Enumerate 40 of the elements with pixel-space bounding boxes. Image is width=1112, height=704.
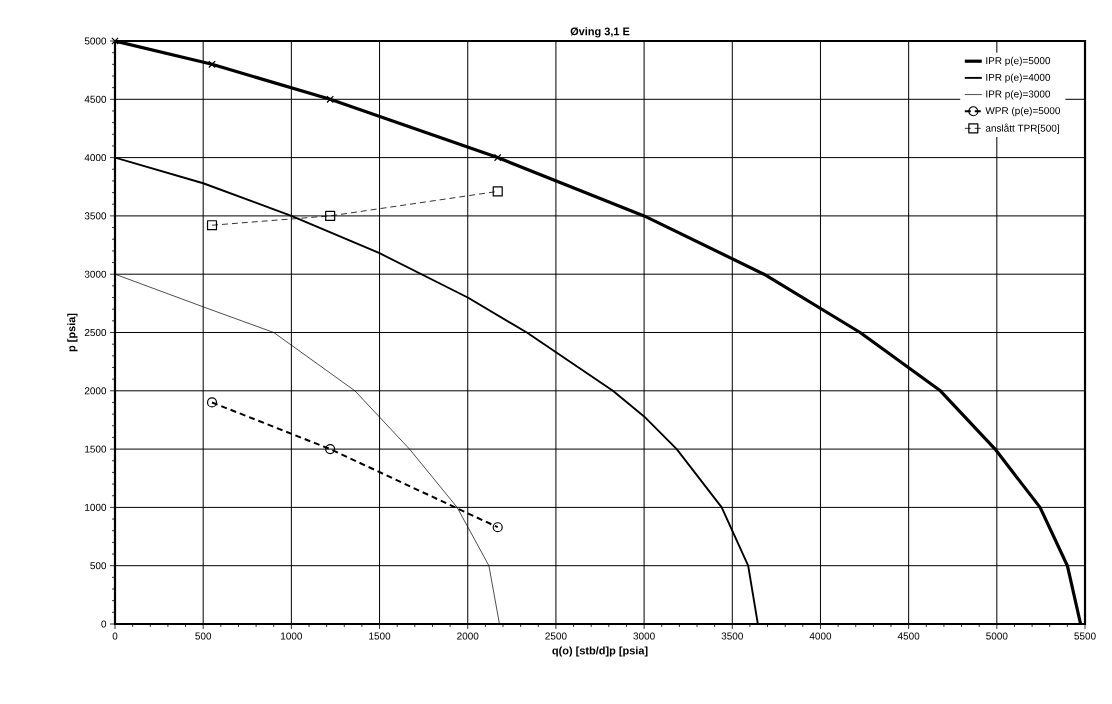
y-tick-label: 2000 (84, 387, 107, 395)
legend-label: IPR p(e)=4000 (986, 73, 1051, 83)
point (325, 444, 336, 455)
x-tick-label: 4000 (809, 632, 832, 640)
point (326, 95, 334, 104)
point (206, 397, 218, 408)
x-axis-title: q(o) [stb/d]p [psia] (552, 646, 648, 657)
y-tick-label: 500 (90, 562, 107, 570)
y-tick-label: 3500 (84, 212, 107, 220)
y-tick-label: 4000 (84, 154, 107, 162)
chart-title: Øving 3,1 E (570, 27, 630, 38)
x-tick-label: 2500 (545, 632, 567, 640)
y-tick-label: 0 (101, 620, 107, 628)
x-tick-label: 3500 (721, 632, 743, 640)
legend-label: IPR p(e)=5000 (986, 56, 1051, 67)
y-tick-label: 5000 (84, 37, 107, 45)
point (493, 153, 502, 162)
x-tick-label: 5000 (986, 632, 1008, 640)
y-tick-label: 3000 (84, 270, 107, 278)
x-tick-label: 1000 (281, 632, 303, 640)
legend-label: IPR p(e)=3000 (986, 90, 1051, 100)
point (492, 522, 503, 533)
point (208, 60, 216, 69)
legend-label: WPR (p(e)=5000 (985, 106, 1061, 117)
y-tick-label: 1000 (85, 503, 107, 511)
x-tick-label: 3000 (633, 632, 655, 640)
point (325, 210, 336, 221)
x-tick-label: 4500 (897, 632, 920, 640)
y-tick-label: 2500 (84, 328, 107, 337)
x-tick-label: 1500 (369, 632, 391, 640)
legend-label: anslått TPR[500] (985, 123, 1059, 134)
point (492, 186, 503, 197)
x-tick-label: 5500 (1074, 632, 1096, 640)
y-axis-title: p [psia] (67, 313, 78, 352)
x-tick-label: 2000 (457, 632, 479, 640)
y-tick-label: 4500 (84, 95, 107, 103)
y-tick-label: 1500 (85, 445, 107, 453)
x-tick-label: 500 (195, 632, 212, 640)
x-tick-label: 0 (112, 632, 118, 640)
point (206, 220, 218, 231)
